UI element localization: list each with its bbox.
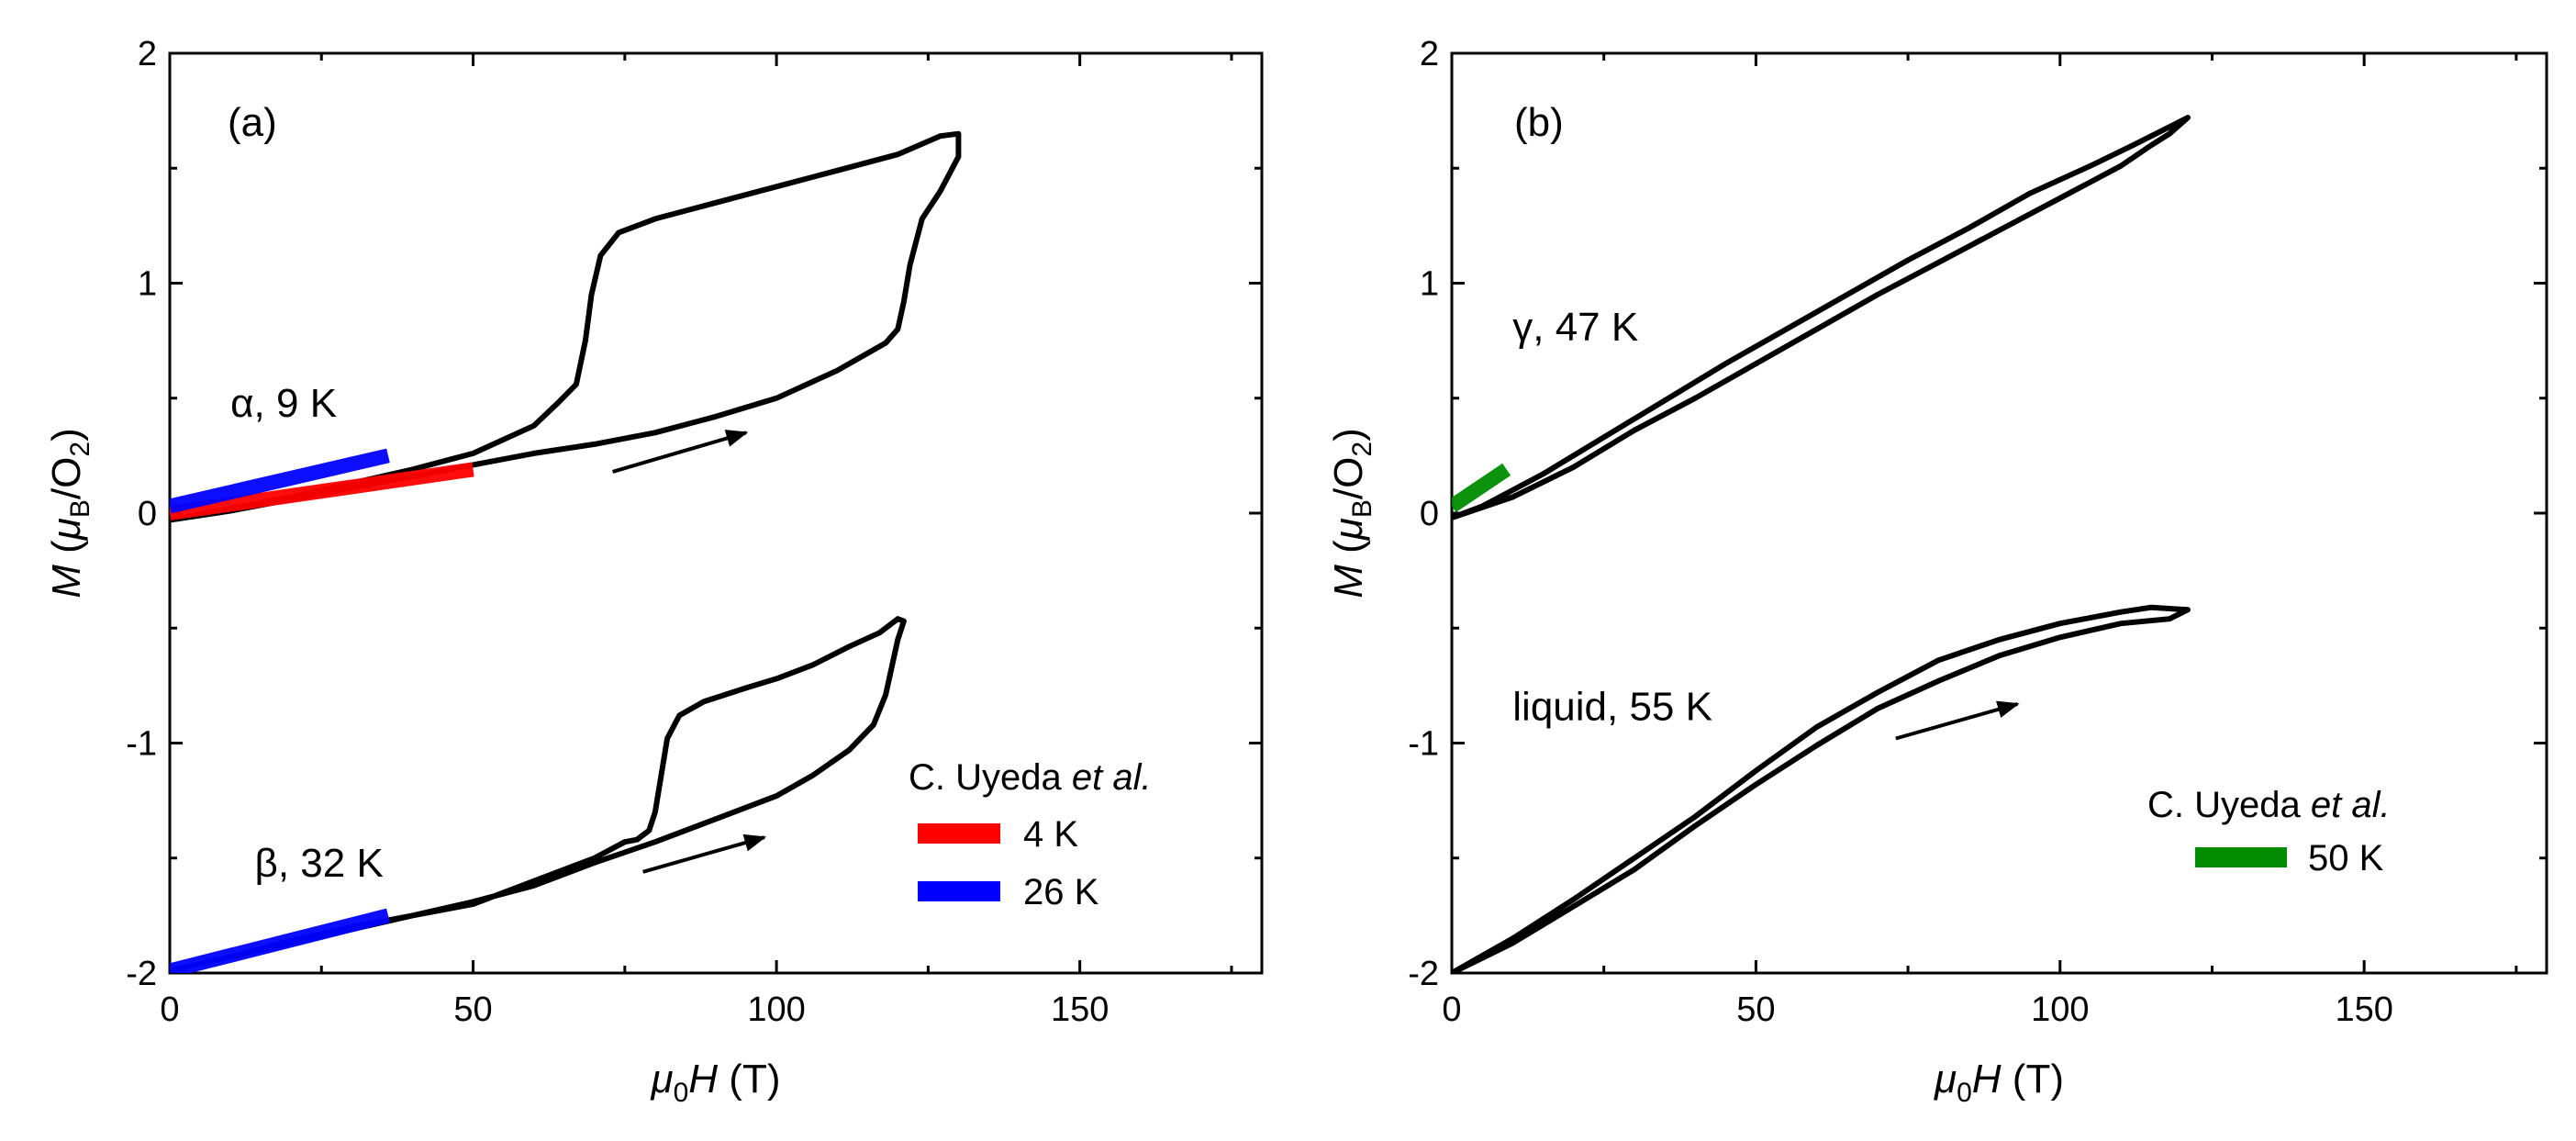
x-tick-label-b-100: 100 xyxy=(2031,990,2089,1029)
panel-a: 0 50 100 150 -2 -1 0 1 2 μ0H (T) M (μB/O2) (a) α, 9 … xyxy=(44,35,1264,1108)
panel-b: 0 50 100 150 -2 -1 0 1 2 μ0H (T) M (μB/O2) (b) γ, 47… xyxy=(1326,35,2548,1108)
legend-entry-a-1: 26 K xyxy=(1023,872,1099,912)
y-tick-label-a-0: 0 xyxy=(138,495,157,533)
y-axis-title-a: M (μB/O2) xyxy=(44,428,95,598)
reference-line-a-2 xyxy=(170,908,390,973)
direction-arrow-a-1 xyxy=(642,833,767,874)
series-curve-b-0 xyxy=(1452,115,2191,520)
y-tick-label-a--2: -2 xyxy=(126,955,157,993)
legend-entry-b-0: 50 K xyxy=(2308,838,2384,878)
plot-area-a xyxy=(170,130,962,973)
plot-frame-b xyxy=(1450,51,2548,975)
x-axis-title-a: μ0H (T) xyxy=(651,1057,781,1108)
annotation-alpha: α, 9 K xyxy=(230,381,337,426)
series-curve-a-1 xyxy=(170,616,907,973)
plot-frame-a xyxy=(168,51,1264,975)
legend-entry-a-0: 4 K xyxy=(1023,814,1078,855)
y-tick-label-a-1: 1 xyxy=(138,265,157,304)
series-curve-b-1 xyxy=(1452,604,2191,973)
x-tick-label-a-100: 100 xyxy=(747,990,805,1029)
x-tick-label-a-0: 0 xyxy=(160,990,179,1029)
panel-label-a: (a) xyxy=(228,100,277,145)
legend-b: C. Uyeda et al. 50 K xyxy=(2147,785,2391,878)
legend-a: C. Uyeda et al. 4 K 26 K xyxy=(909,757,1152,912)
x-tick-label-a-150: 150 xyxy=(1051,990,1109,1029)
x-tick-label-b-150: 150 xyxy=(2335,990,2392,1029)
direction-arrow-b-0 xyxy=(1895,700,2020,741)
plot-area-b xyxy=(1452,115,2191,973)
y-tick-label-b-2: 2 xyxy=(1420,35,1439,73)
reference-line-a-1 xyxy=(170,448,390,514)
annotation-gamma: γ, 47 K xyxy=(1512,305,1638,350)
reference-line-b-0 xyxy=(1452,463,1511,513)
y-axis-title-b: M (μB/O2) xyxy=(1326,428,1377,598)
y-tick-label-b--1: -1 xyxy=(1408,725,1439,764)
direction-arrow-a-0 xyxy=(612,430,749,474)
y-tick-label-b-0: 0 xyxy=(1420,495,1439,533)
annotation-beta: β, 32 K xyxy=(255,841,384,886)
y-tick-label-a--1: -1 xyxy=(126,725,157,764)
x-tick-label-b-0: 0 xyxy=(1442,990,1461,1029)
y-tick-label-a-2: 2 xyxy=(138,35,157,73)
y-tick-label-b-1: 1 xyxy=(1420,265,1439,304)
panel-label-b: (b) xyxy=(1514,100,1564,145)
legend-title-b: C. Uyeda et al. xyxy=(2147,785,2391,825)
annotation-liquid: liquid, 55 K xyxy=(1512,684,1712,729)
y-tick-label-b--2: -2 xyxy=(1408,955,1439,993)
reference-line-a-0 xyxy=(170,462,474,520)
x-tick-label-b-50: 50 xyxy=(1736,990,1775,1029)
x-axis-title-b: μ0H (T) xyxy=(1934,1057,2064,1108)
series-curve-a-0 xyxy=(170,130,962,523)
legend-title-a: C. Uyeda et al. xyxy=(909,757,1152,798)
x-tick-label-a-50: 50 xyxy=(453,990,492,1029)
